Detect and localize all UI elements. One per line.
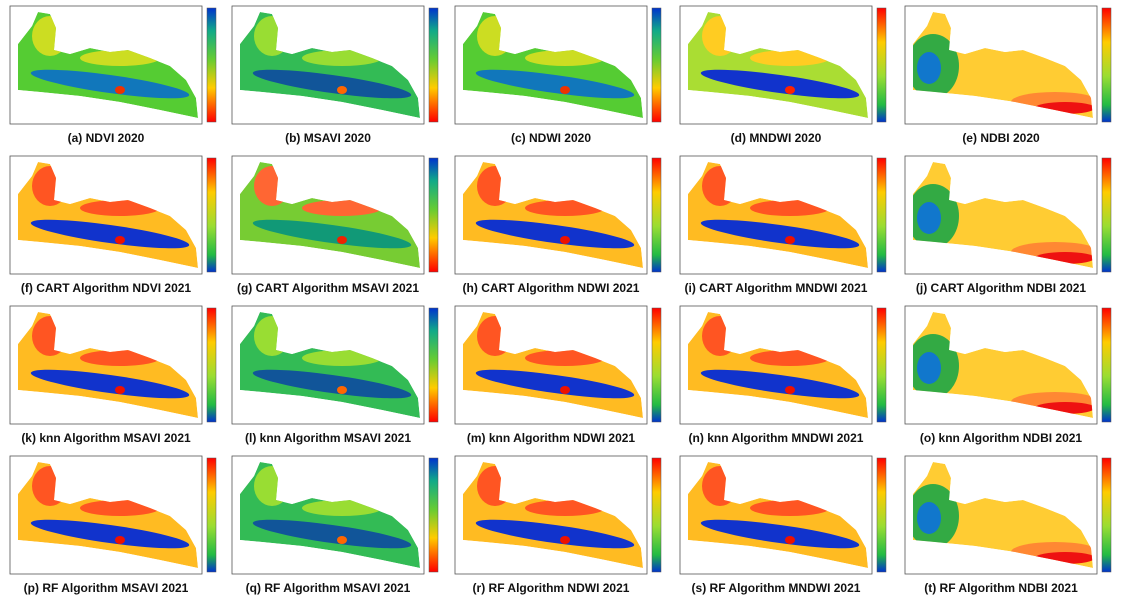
caption: (o) knn Algorithm NDBI 2021: [920, 431, 1083, 445]
colorbar: [206, 457, 217, 573]
caption: (c) NDWI 2020: [511, 131, 591, 145]
map-panel: (s) RF Algorithm MNDWI 2021: [679, 455, 887, 595]
colorbar: [876, 157, 887, 273]
colorbar: [876, 457, 887, 573]
caption: (b) MSAVI 2020: [285, 131, 371, 145]
caption: (m) knn Algorithm NDWI 2021: [467, 431, 636, 445]
caption: (k) knn Algorithm MSAVI 2021: [21, 431, 191, 445]
map-panel: (n) knn Algorithm MNDWI 2021: [679, 305, 887, 445]
map-panel: (l) knn Algorithm MSAVI 2021: [231, 305, 439, 445]
caption: (h) CART Algorithm NDWI 2021: [463, 281, 640, 295]
colorbar: [428, 157, 439, 273]
map-panel: (h) CART Algorithm NDWI 2021: [454, 155, 662, 295]
caption: (i) CART Algorithm MNDWI 2021: [685, 281, 868, 295]
caption: (r) RF Algorithm NDWI 2021: [473, 581, 630, 595]
caption: (g) CART Algorithm MSAVI 2021: [237, 281, 419, 295]
caption: (p) RF Algorithm MSAVI 2021: [24, 581, 189, 595]
colorbar: [428, 7, 439, 123]
caption: (f) CART Algorithm NDVI 2021: [21, 281, 192, 295]
colorbar: [651, 457, 662, 573]
map-panel: (k) knn Algorithm MSAVI 2021: [9, 305, 217, 445]
caption: (n) knn Algorithm MNDWI 2021: [689, 431, 864, 445]
colorbar: [428, 457, 439, 573]
map-panel: (i) CART Algorithm MNDWI 2021: [679, 155, 887, 295]
map-panel: (q) RF Algorithm MSAVI 2021: [231, 455, 439, 595]
colorbar: [1101, 307, 1112, 423]
map-surface: [688, 462, 868, 568]
map-panel: (t) RF Algorithm NDBI 2021: [904, 455, 1112, 595]
colorbar: [1101, 157, 1112, 273]
caption: (j) CART Algorithm NDBI 2021: [916, 281, 1087, 295]
caption: (d) MNDWI 2020: [731, 131, 822, 145]
caption: (l) knn Algorithm MSAVI 2021: [245, 431, 411, 445]
map-panel: (c) NDWI 2020: [454, 5, 662, 145]
caption: (t) RF Algorithm NDBI 2021: [924, 581, 1078, 595]
map-panel: (p) RF Algorithm MSAVI 2021: [9, 455, 217, 595]
map-panel: (r) RF Algorithm NDWI 2021: [454, 455, 662, 595]
colorbar: [428, 307, 439, 423]
colorbar: [651, 7, 662, 123]
caption: (a) NDVI 2020: [68, 131, 145, 145]
caption: (q) RF Algorithm MSAVI 2021: [246, 581, 411, 595]
map-panel: (f) CART Algorithm NDVI 2021: [9, 155, 217, 295]
caption: (e) NDBI 2020: [962, 131, 1040, 145]
colorbar: [876, 7, 887, 123]
colorbar: [651, 157, 662, 273]
map-surface: [240, 162, 420, 268]
map-panel: (a) NDVI 2020: [9, 5, 217, 145]
map-panel: (b) MSAVI 2020: [231, 5, 439, 145]
colorbar: [876, 307, 887, 423]
map-panel: (g) CART Algorithm MSAVI 2021: [231, 155, 439, 295]
colorbar: [206, 307, 217, 423]
map-panel: (j) CART Algorithm NDBI 2021: [904, 155, 1112, 295]
caption: (s) RF Algorithm MNDWI 2021: [692, 581, 861, 595]
colorbar: [1101, 7, 1112, 123]
map-surface: [913, 312, 1093, 418]
map-panel: (m) knn Algorithm NDWI 2021: [454, 305, 662, 445]
colorbar: [1101, 457, 1112, 573]
colorbar: [206, 7, 217, 123]
map-surface: [913, 12, 1093, 118]
map-panel: (d) MNDWI 2020: [679, 5, 887, 145]
map-panel: (e) NDBI 2020: [904, 5, 1112, 145]
colorbar: [651, 307, 662, 423]
colorbar: [206, 157, 217, 273]
map-panel: (o) knn Algorithm NDBI 2021: [904, 305, 1112, 445]
